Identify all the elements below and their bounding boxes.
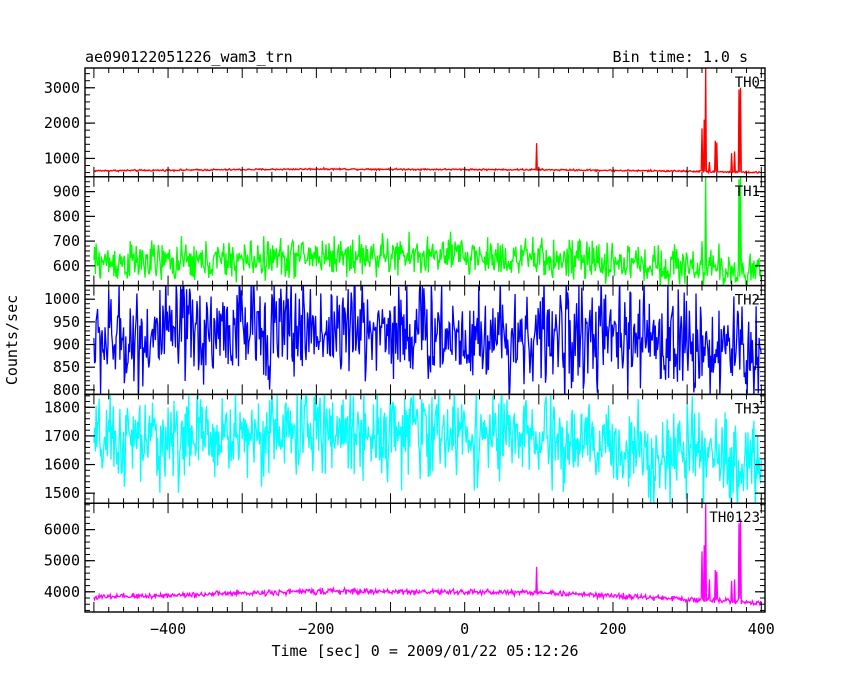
y-tick-label: 700 [53, 232, 80, 250]
series-line-th2 [93, 285, 762, 395]
y-tick-label: 6000 [44, 521, 80, 539]
panel-label: TH0 [735, 75, 760, 91]
y-tick-label: 3000 [44, 79, 80, 97]
series-line-th0123 [93, 503, 762, 607]
x-tick-label: 400 [748, 620, 775, 638]
y-tick-label: 950 [53, 313, 80, 331]
series-line-th0 [93, 68, 762, 175]
panel-label: TH0123 [709, 510, 760, 526]
y-tick-label: 5000 [44, 552, 80, 570]
y-tick-label: 800 [53, 381, 80, 399]
y-tick-label: 2000 [44, 114, 80, 132]
panel-th2: 800 850 900 950 1000 TH2 [44, 284, 766, 399]
series-line-th3 [93, 394, 762, 504]
panel-label: TH2 [735, 293, 760, 309]
x-tick-label: −200 [298, 620, 334, 638]
y-tick-label: 850 [53, 358, 80, 376]
x-tick-label: 0 [460, 620, 469, 638]
series-line-th1 [93, 176, 762, 286]
chart-title-right: Bin time: 1.0 s [613, 48, 748, 66]
y-tick-label: 1800 [44, 398, 80, 416]
y-tick-label: 1500 [44, 484, 80, 502]
y-tick-label: 1600 [44, 456, 80, 474]
panel-label: TH3 [735, 401, 760, 417]
x-axis-label: Time [sec] 0 = 2009/01/22 05:12:26 [271, 642, 578, 660]
x-tick-label: −400 [150, 620, 186, 638]
y-tick-label: 1000 [44, 149, 80, 167]
y-tick-label: 900 [53, 336, 80, 354]
y-tick-label: 800 [53, 207, 80, 225]
chart-title-left: ae090122051226_wam3_trn [85, 48, 293, 66]
y-tick-label: 1700 [44, 427, 80, 445]
y-tick-label: 4000 [44, 583, 80, 601]
panel-th0123: 4000 5000 6000 TH0123 [44, 502, 766, 613]
y-axis-label: Counts/sec [3, 295, 21, 385]
panel-frame [84, 502, 766, 613]
y-tick-label: 1000 [44, 290, 80, 308]
y-tick-label: 900 [53, 183, 80, 201]
y-tick-label: 600 [53, 257, 80, 275]
panel-label: TH1 [735, 184, 760, 200]
x-tick-label: 200 [599, 620, 626, 638]
